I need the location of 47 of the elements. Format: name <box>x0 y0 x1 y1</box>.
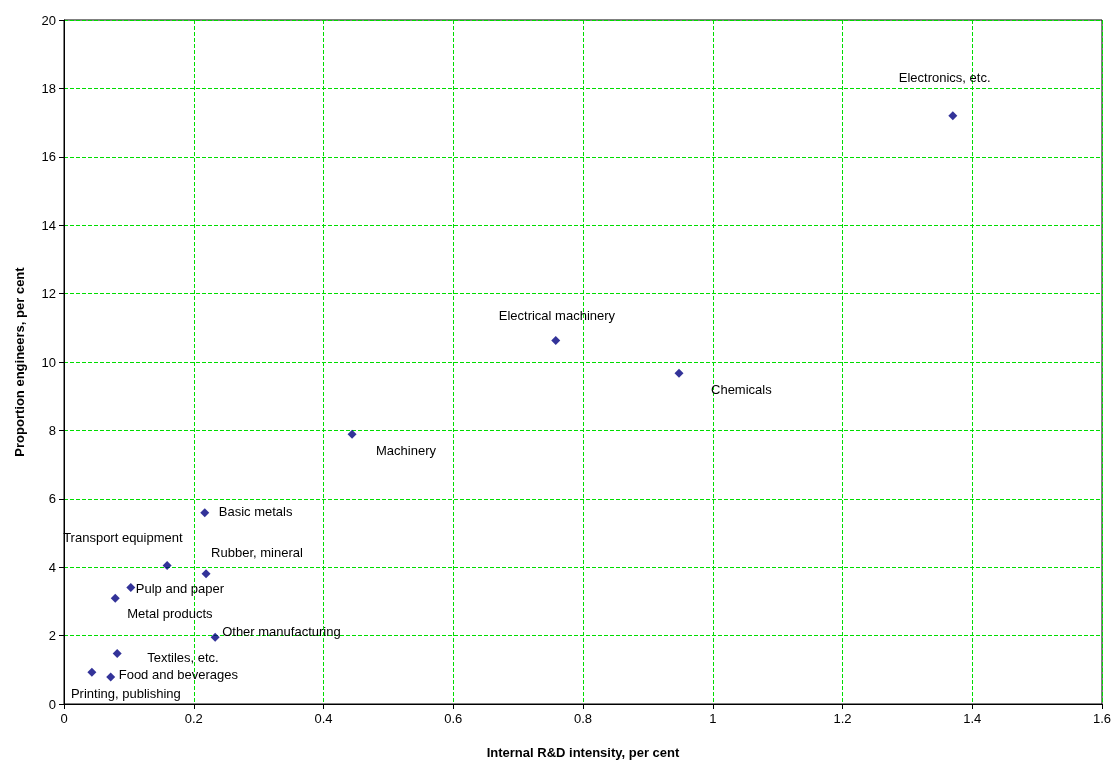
point <box>162 560 172 570</box>
x-tick-label: 0.8 <box>573 711 593 726</box>
y-tick-label: 18 <box>41 80 56 96</box>
y-tick-label: 2 <box>48 628 56 644</box>
x-tick-label: 0.6 <box>444 711 463 726</box>
x-tick-label: 1.2 <box>833 711 852 726</box>
y-tick-label: 20 <box>41 12 56 28</box>
y-tick-label: 0 <box>48 696 56 712</box>
x-tick-label: 1.6 <box>1092 711 1112 726</box>
annotation: Metal products <box>127 605 214 621</box>
annotation: Textiles, etc. <box>147 649 219 665</box>
y-tick-label: 8 <box>48 422 56 438</box>
annotation: Electrical machinery <box>498 307 616 323</box>
point <box>126 582 136 592</box>
y-tick-label: 6 <box>48 491 56 507</box>
annotation: Other manufacturing <box>222 623 341 639</box>
point <box>551 335 561 345</box>
point <box>87 667 97 677</box>
point <box>201 569 211 579</box>
y-tick-label: 12 <box>41 286 56 302</box>
annotation: Rubber, mineral <box>211 545 303 561</box>
annotation: Basic metals <box>218 504 293 520</box>
y-tick-label: 4 <box>48 559 56 575</box>
y-tick-label: 16 <box>41 149 56 165</box>
annotation: Machinery <box>376 442 437 458</box>
annotation: Printing, publishing <box>70 685 181 701</box>
point <box>110 593 120 603</box>
x-axis-title: Internal R&D intensity, per cent <box>486 745 680 760</box>
x-tick-label: 1 <box>709 711 717 726</box>
x-tick-label: 1.4 <box>963 711 982 726</box>
annotation: Chemicals <box>711 381 773 397</box>
annotation: Electronics, etc. <box>898 70 991 86</box>
y-tick-label: 14 <box>41 217 56 233</box>
x-tick-label: 0.2 <box>184 711 203 726</box>
point <box>674 368 684 378</box>
y-axis-title: Proportion engineers, per cent <box>12 266 27 457</box>
x-tick-label: 0 <box>60 711 68 726</box>
point <box>347 429 357 439</box>
point <box>200 508 210 518</box>
point <box>948 111 958 121</box>
x-tick-label: 0.4 <box>314 711 333 726</box>
annotation: Pulp and paper <box>135 580 225 596</box>
y-tick-label: 10 <box>41 354 56 370</box>
point <box>210 632 220 642</box>
point <box>106 672 116 682</box>
point <box>112 648 122 658</box>
annotation: Food and beverages <box>118 667 239 683</box>
